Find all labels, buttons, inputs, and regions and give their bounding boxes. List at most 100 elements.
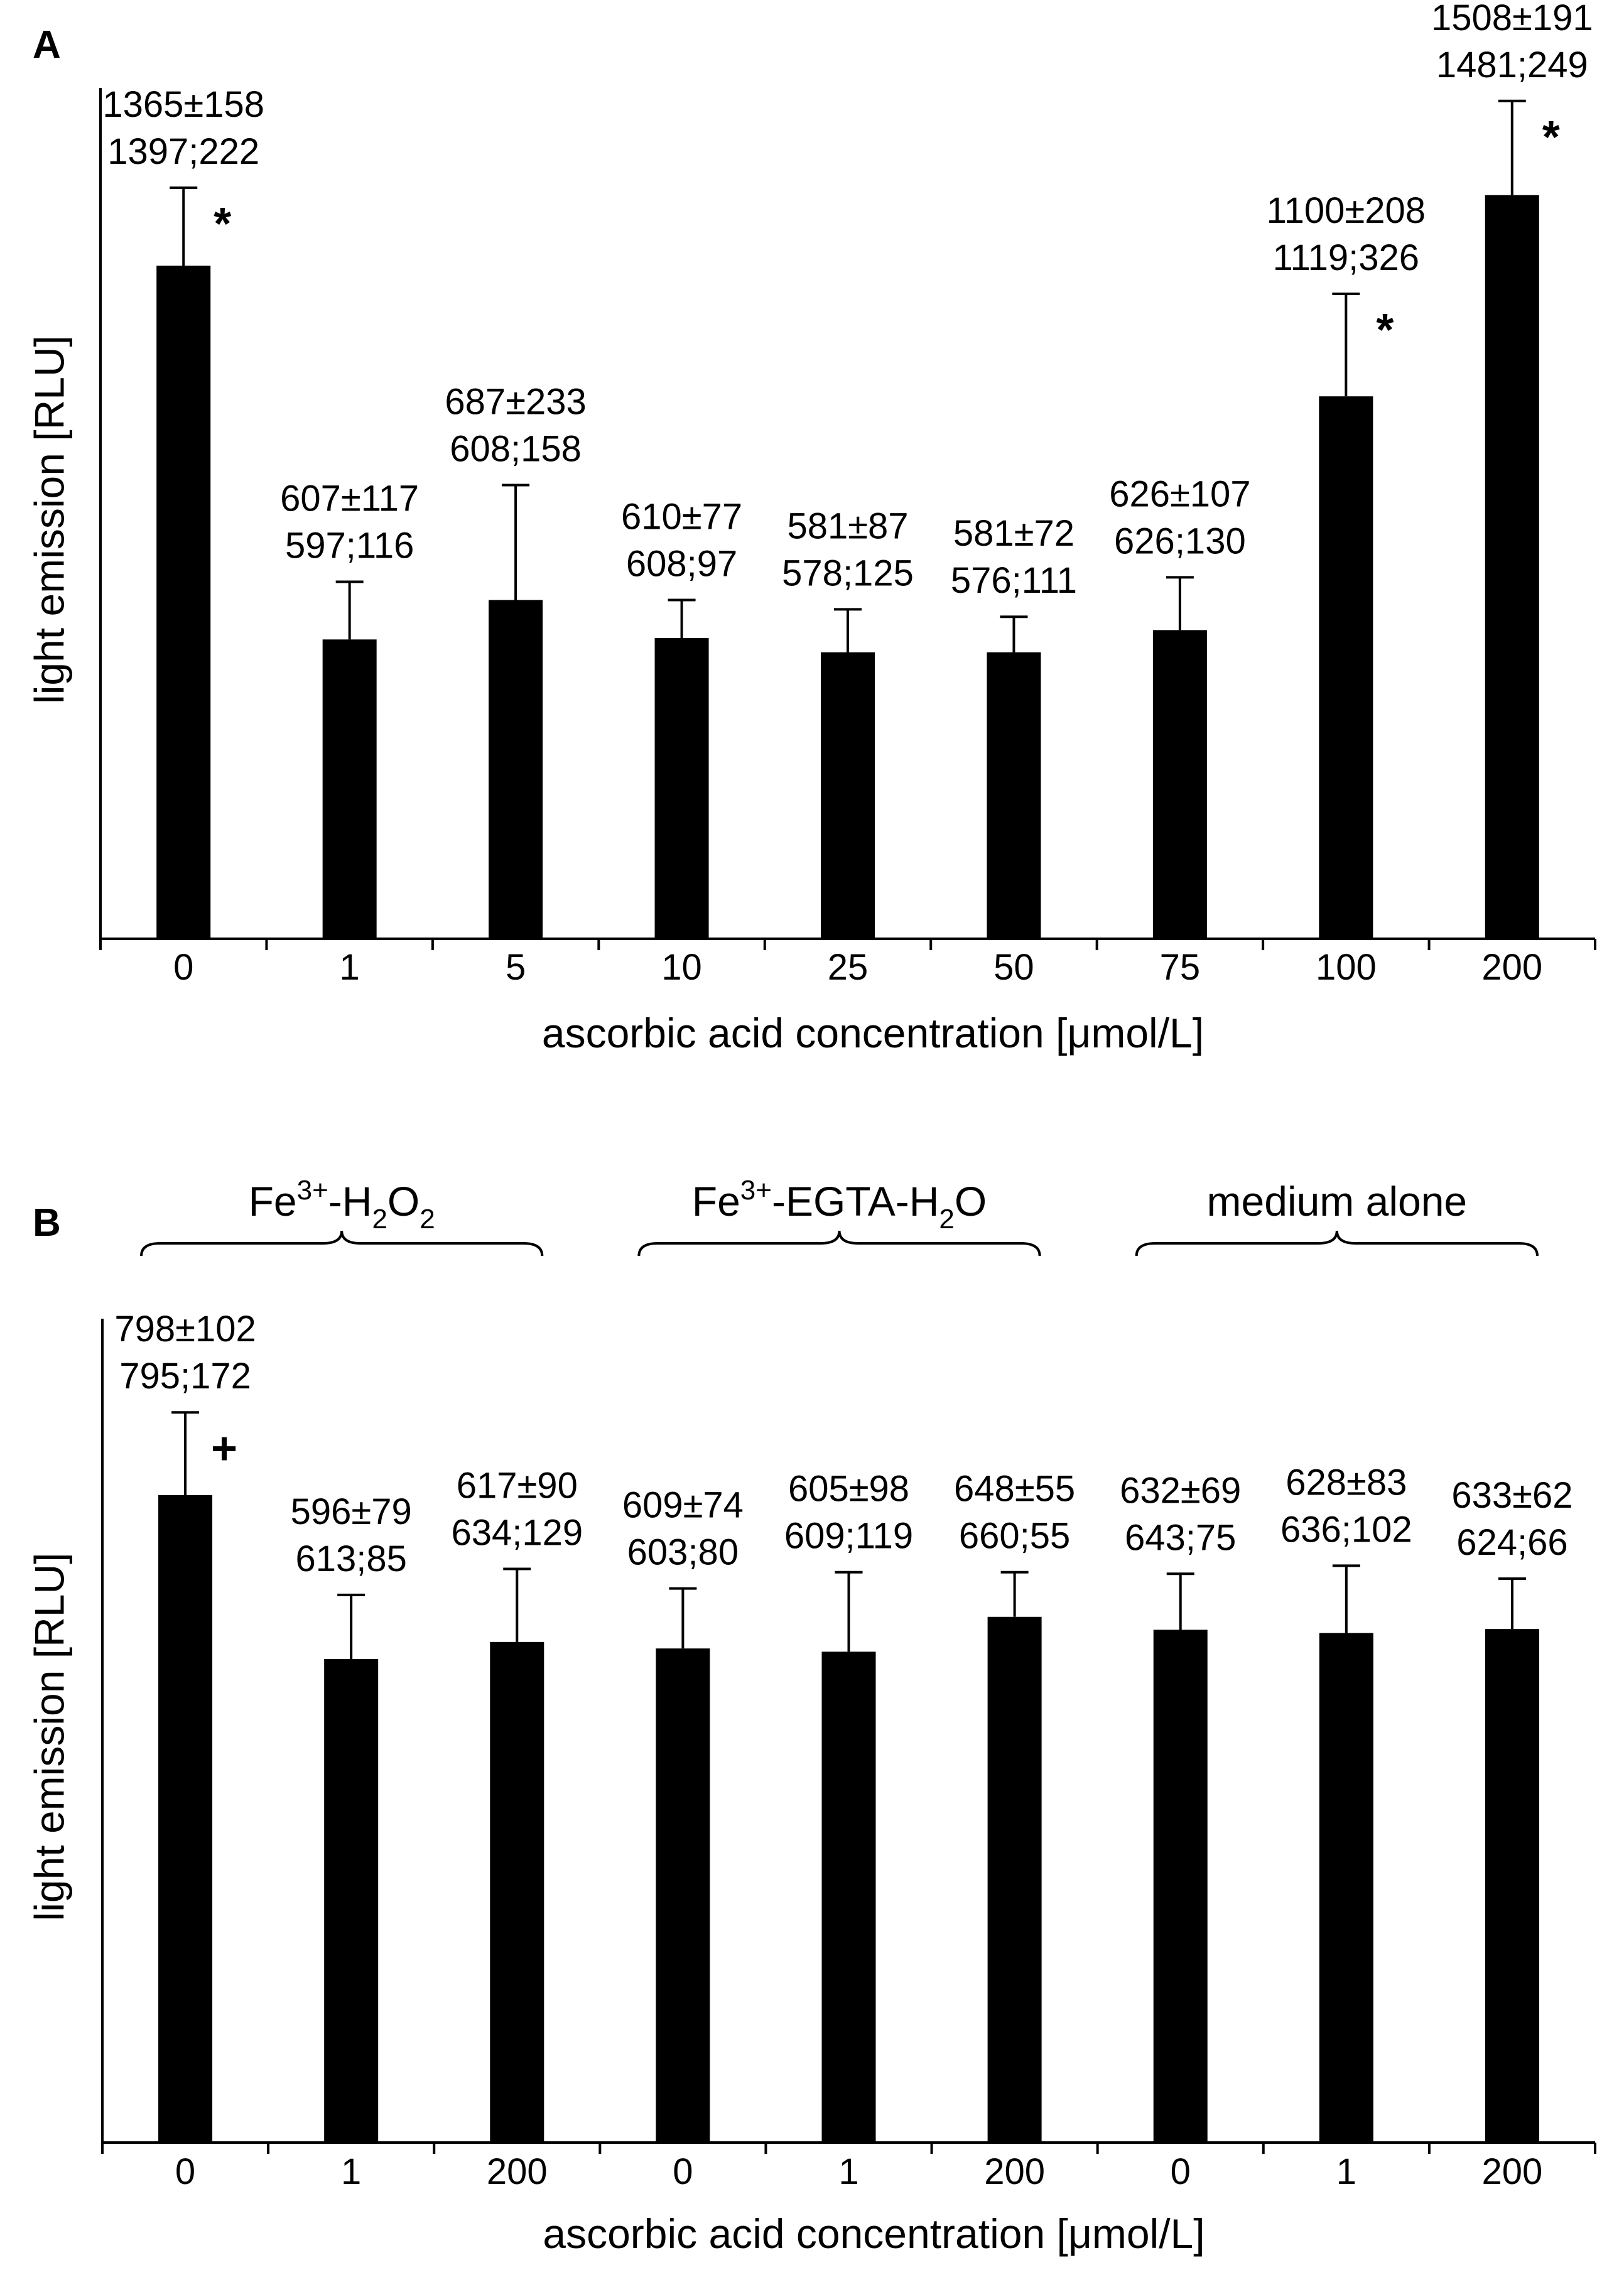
a-bar-6: [1152, 630, 1207, 939]
a-data-label-median-3: 608;97: [626, 544, 737, 585]
a-bar-3: [654, 637, 709, 939]
group-label-0-part-0: Fe: [249, 1178, 297, 1224]
a-bar-1: [322, 639, 377, 939]
a-data-label-mean-4: 581±87: [787, 505, 908, 546]
a-bar-4: [821, 652, 875, 939]
a-bar-2: [489, 600, 543, 939]
b-data-label-median-2: 634;129: [451, 1513, 583, 1554]
a-data-label-median-7: 1119;326: [1273, 237, 1419, 278]
group-label-0-part-3: 2: [372, 1204, 387, 1235]
a-data-label-median-4: 578;125: [782, 553, 914, 593]
a-data-label-median-1: 597;116: [285, 525, 414, 566]
a-x-tick-label-6: 75: [1160, 947, 1201, 988]
b-bar-3: [656, 1648, 710, 2143]
a-x-tick-label-0: 0: [173, 947, 193, 988]
b-data-label-median-1: 613;85: [295, 1538, 406, 1579]
b-bar-2: [490, 1641, 544, 2143]
b-data-label-mean-2: 617±90: [457, 1466, 578, 1506]
group-label-1-part-4: O: [955, 1178, 987, 1224]
b-data-label-median-0: 795;172: [119, 1356, 251, 1397]
a-data-label-mean-3: 610±77: [621, 497, 742, 538]
b-bar-8: [1485, 1629, 1539, 2143]
a-data-label-median-0: 1397;222: [107, 131, 259, 172]
group-label-0-part-1: 3+: [297, 1175, 328, 1206]
panel-b-letter: B: [33, 1201, 61, 1245]
b-data-label-mean-0: 798±102: [114, 1309, 256, 1349]
x-axis-title: ascorbic acid concentration [μmol/L]: [542, 1010, 1204, 1056]
a-bar-8: [1485, 195, 1539, 939]
b-data-label-mean-6: 632±69: [1120, 1470, 1241, 1511]
group-label-0-part-4: O: [387, 1178, 420, 1224]
a-data-label-mean-2: 687±233: [445, 382, 586, 423]
b-data-label-median-4: 609;119: [784, 1516, 913, 1557]
a-data-label-mean-6: 626±107: [1109, 473, 1250, 514]
b-data-label-median-7: 636;102: [1280, 1509, 1412, 1550]
a-significance-marker-0: *: [214, 199, 231, 249]
a-x-tick-label-7: 100: [1316, 947, 1377, 988]
a-data-label-median-6: 626;130: [1114, 521, 1246, 561]
b-data-label-median-8: 624;66: [1456, 1522, 1567, 1563]
b-x-tick-label-4: 1: [838, 2151, 858, 2192]
panel-b: B light emission [RLU] ascorbic acid conc…: [26, 1175, 1596, 2257]
b-significance-marker-0: +: [211, 1424, 237, 1474]
a-significance-marker-8: *: [1542, 112, 1560, 163]
a-data-label-mean-7: 1100±208: [1267, 190, 1426, 231]
group-brace-1: [637, 1230, 1041, 1257]
a-data-label-mean-5: 581±72: [953, 513, 1075, 554]
a-data-label-mean-0: 1365±158: [102, 84, 264, 125]
b-x-tick-label-7: 1: [1336, 2151, 1356, 2192]
a-x-tick-label-1: 1: [340, 947, 360, 988]
a-data-label-median-5: 576;111: [951, 560, 1077, 601]
b-x-tick-label-0: 0: [175, 2151, 195, 2192]
a-significance-marker-7: *: [1376, 305, 1394, 355]
b-bar-4: [821, 1651, 876, 2143]
a-bar-7: [1319, 396, 1373, 939]
a-bar-5: [987, 652, 1041, 939]
b-data-label-mean-7: 628±83: [1286, 1462, 1407, 1503]
b-x-tick-label-6: 0: [1171, 2151, 1191, 2192]
b-bar-1: [324, 1658, 379, 2143]
group-label-1-part-1: 3+: [740, 1175, 772, 1206]
b-data-label-median-3: 603;80: [627, 1532, 739, 1573]
group-brace-0: [140, 1230, 544, 1257]
b-x-tick-label-2: 200: [487, 2151, 548, 2192]
b-bar-0: [158, 1495, 213, 2143]
b-data-label-mean-4: 605±98: [788, 1469, 909, 1510]
b-data-label-mean-5: 648±55: [954, 1469, 1075, 1510]
group-label-2: medium alone: [1207, 1178, 1468, 1224]
group-label-0: Fe3+-H2O2: [249, 1175, 435, 1235]
b-x-tick-label-8: 200: [1482, 2151, 1543, 2192]
a-data-label-mean-1: 607±117: [280, 478, 419, 519]
group-label-1-part-2: -EGTA-H: [772, 1178, 939, 1224]
a-x-tick-label-2: 5: [506, 947, 526, 988]
y-axis-title: light emission [RLU]: [26, 1553, 72, 1922]
group-label-1: Fe3+-EGTA-H2O: [692, 1175, 987, 1235]
a-data-label-mean-8: 1508±191: [1431, 0, 1593, 38]
group-label-0-part-5: 2: [420, 1204, 435, 1235]
a-data-label-median-2: 608;158: [450, 429, 582, 470]
a-x-tick-label-3: 10: [661, 947, 702, 988]
a-bar-0: [156, 266, 211, 939]
b-data-label-median-6: 643;75: [1125, 1517, 1236, 1558]
y-axis-title: light emission [RLU]: [26, 335, 72, 704]
x-axis-title: ascorbic acid concentration [μmol/L]: [543, 2210, 1204, 2257]
b-data-label-mean-3: 609±74: [622, 1485, 744, 1526]
a-x-tick-label-5: 50: [993, 947, 1034, 988]
group-label-1-part-0: Fe: [692, 1178, 740, 1224]
b-x-tick-label-5: 200: [984, 2151, 1045, 2192]
group-label-0-part-2: -H: [328, 1178, 372, 1224]
panel-a-letter: A: [33, 23, 61, 67]
a-x-tick-label-8: 200: [1481, 947, 1542, 988]
group-brace-2: [1135, 1230, 1539, 1257]
b-data-label-mean-1: 596±79: [291, 1491, 412, 1532]
b-bar-7: [1319, 1633, 1373, 2143]
b-x-tick-label-3: 0: [673, 2151, 693, 2192]
b-bar-6: [1153, 1630, 1208, 2143]
b-data-label-mean-8: 633±62: [1451, 1475, 1573, 1516]
b-data-label-median-5: 660;55: [959, 1516, 1070, 1557]
panel-a: A light emission [RLU] ascorbic acid conc…: [26, 0, 1596, 1056]
b-x-tick-label-1: 1: [341, 2151, 361, 2192]
a-x-tick-label-4: 25: [828, 947, 869, 988]
b-bar-5: [987, 1616, 1042, 2143]
